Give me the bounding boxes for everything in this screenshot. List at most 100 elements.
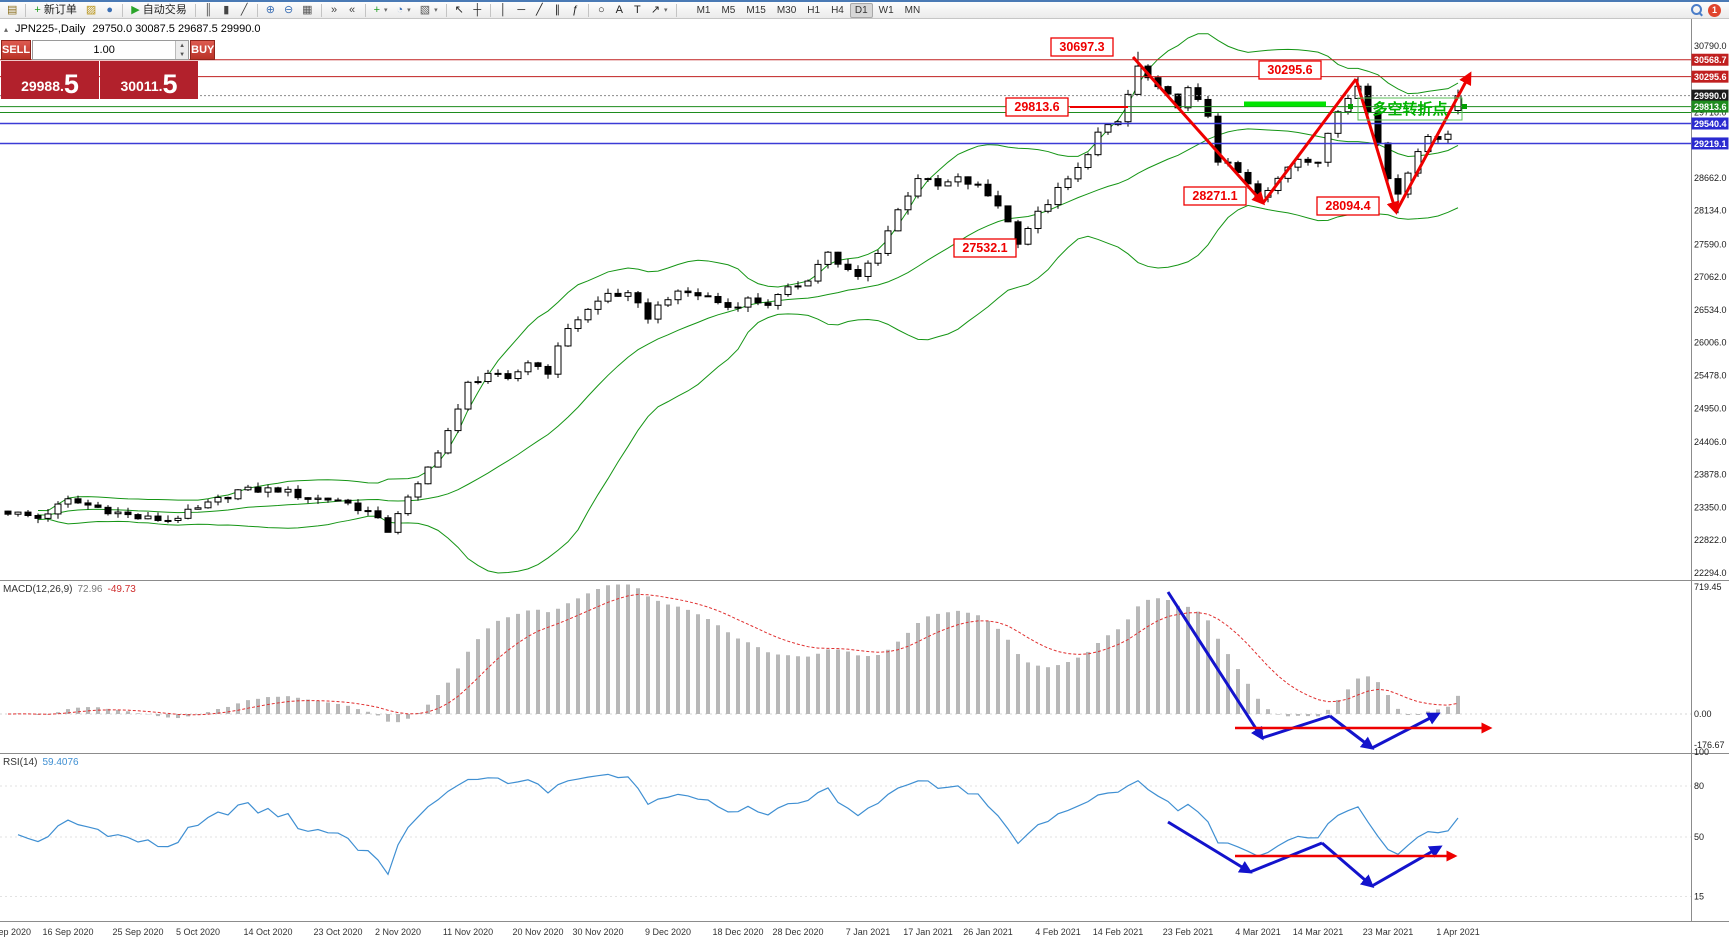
autotrading-button[interactable]: ▶ 自动交易 [127,3,190,18]
templates-icon: ▧ [419,3,431,16]
periods-icon: ◔ [396,3,404,16]
buy-price-main: 30011. [120,78,163,94]
pivot-label-text[interactable]: 多空转折点 [1372,100,1447,118]
time-axis-label: 14 Feb 2021 [1093,927,1144,937]
analyst-drawings[interactable] [1070,56,1493,888]
time-axis-label: 11 Nov 2020 [443,927,493,937]
price-axis-label: 28134.0 [1694,206,1727,216]
crosshair-button[interactable]: ┼ [469,3,486,18]
timeframe-m30-button[interactable]: M30 [772,3,801,18]
trendline-button[interactable]: ╱ [531,3,548,18]
toolbar-separator [256,3,258,17]
rsi-axis-label: 50 [1694,832,1704,842]
time-axis-label: 5 Oct 2020 [176,927,220,937]
shapes-button[interactable]: ○ [593,3,610,18]
chart-shift-button[interactable]: « [344,3,361,18]
indicators-button[interactable]: + ▾ [370,3,392,18]
price-annotations[interactable]: 30697.3 30295.6 29813.6 28271.1 28094.4 27532… [953,37,1467,258]
macd-trend-arrows[interactable] [1166,591,1264,741]
line-chart-button[interactable]: ╱ [236,3,253,18]
price-axis[interactable]: 30790.029718.028662.028134.027590.027062… [1691,41,1729,902]
zoom-in-button[interactable]: ⊕ [262,3,279,18]
volume-input[interactable] [33,41,176,59]
cursor-button[interactable]: ↖ [451,3,468,18]
community-button[interactable]: ● [101,3,118,18]
price-trend-arrows[interactable] [1394,71,1472,213]
timeframe-w1-button[interactable]: W1 [874,3,899,18]
horizontal-line-icon: ─ [517,3,526,16]
time-axis[interactable]: 8 Sep 2020 16 Sep 2020 25 Sep 2020 5 Oct 20… [0,927,1480,937]
timeframe-d1-button[interactable]: D1 [849,2,873,18]
price-axis-badge-label: 29990.0 [1694,91,1727,101]
timeframe-m15-button[interactable]: M15 [741,3,770,18]
chevron-down-icon: ▾ [664,6,668,14]
price-axis-label: 27062.0 [1694,272,1727,282]
price-axis-badge-label: 30295.6 [1694,72,1727,82]
new-chart-icon: ▤ [7,3,18,16]
timeframe-h4-button[interactable]: H4 [826,3,849,18]
time-axis-label: 20 Nov 2020 [512,927,563,937]
candlestick-chart-icon: ▮ [223,3,230,16]
timeframe-h1-button[interactable]: H1 [802,3,825,18]
selection-handle[interactable] [1348,104,1353,109]
vertical-line-button[interactable]: │ [495,3,512,18]
templates-button[interactable]: ▧ ▾ [416,3,442,18]
buy-button[interactable]: BUY [190,40,216,60]
auto-scroll-button[interactable]: » [326,3,343,18]
price-callout-box[interactable] [1258,60,1322,80]
zoom-out-button[interactable]: ⊖ [280,3,297,18]
price-callout-box[interactable] [1005,97,1069,117]
price-axis-badge [1691,137,1729,150]
auto-scroll-icon: » [331,3,338,16]
notification-badge[interactable]: 1 [1708,3,1721,17]
periods-button[interactable]: ◔ ▾ [393,3,415,18]
fibonacci-button[interactable]: ƒ [567,3,584,18]
timeframe-m1-button[interactable]: M1 [692,3,716,18]
sell-price-box[interactable]: 29988. 5 [1,61,99,99]
trade-panel-controls: SELL ▲ ▼ BUY [1,40,216,60]
macd-trend-arrows[interactable] [1329,714,1375,750]
price-callout-box[interactable] [1316,196,1380,216]
candlestick-chart-button[interactable]: ▮ [218,3,235,18]
new-order-button[interactable]: + 新订单 [30,3,80,18]
time-axis-label: 4 Feb 2021 [1035,927,1081,937]
price-trend-arrows[interactable] [1354,78,1400,215]
horizontal-line-button[interactable]: ─ [513,3,530,18]
volume-increase-button[interactable]: ▲ [176,41,189,50]
label-button[interactable]: T [629,3,646,18]
bar-chart-button[interactable]: ║ [200,3,217,18]
price-callout-box[interactable] [1183,186,1247,206]
rsi-trend-arrows[interactable] [1167,820,1253,874]
timeframe-mn-button[interactable]: MN [900,3,926,18]
price-callout-box[interactable] [953,238,1017,258]
price-callout-box[interactable] [1050,37,1114,57]
macd-trend-arrows[interactable] [1371,712,1441,750]
macd-axis-label: 719.45 [1694,582,1722,592]
toolbar-buttons: ▤ + 新订单 ▨ ● ▶ 自动交易 ║ ▮ ╱ ⊕ ⊖ ▦» «+ ▾ ◔ ▾ ▧ ▾ ↖ ┼ │ ─ ╱ ∥ ƒ ○ A T ↗ ▾ [3,3,680,18]
volume-decrease-button[interactable]: ▼ [176,50,189,59]
rsi-line [17,773,1459,876]
price-trend-arrows[interactable] [1131,56,1265,206]
channel-button[interactable]: ∥ [549,3,566,18]
metaeditor-button[interactable]: ▨ [82,3,100,18]
text-button[interactable]: A [611,3,628,18]
price-callout-label: 30697.3 [1059,40,1104,54]
rsi-trend-arrows[interactable] [1321,841,1375,888]
search-icon[interactable] [1691,4,1703,16]
tile-windows-button[interactable]: ▦ [298,3,316,18]
rsi-trend-arrows[interactable] [1371,845,1443,888]
arrows-button[interactable]: ↗ ▾ [647,3,672,18]
timeframe-m5-button[interactable]: M5 [716,3,740,18]
new-chart-button[interactable]: ▤ [3,3,21,18]
price-callout-label: 27532.1 [962,241,1007,255]
price-trend-arrows[interactable] [1261,78,1358,204]
rsi-trend-arrows[interactable] [1249,841,1323,874]
selection-handle[interactable] [1462,104,1467,109]
price-axis-badge-label: 29219.1 [1694,139,1727,149]
price-callout-label: 29813.6 [1014,100,1059,114]
sell-button[interactable]: SELL [1,40,32,60]
time-axis-label: 14 Oct 2020 [243,927,292,937]
rsi-axis-label: 100 [1694,747,1709,757]
buy-price-box[interactable]: 30011. 5 [100,61,198,99]
